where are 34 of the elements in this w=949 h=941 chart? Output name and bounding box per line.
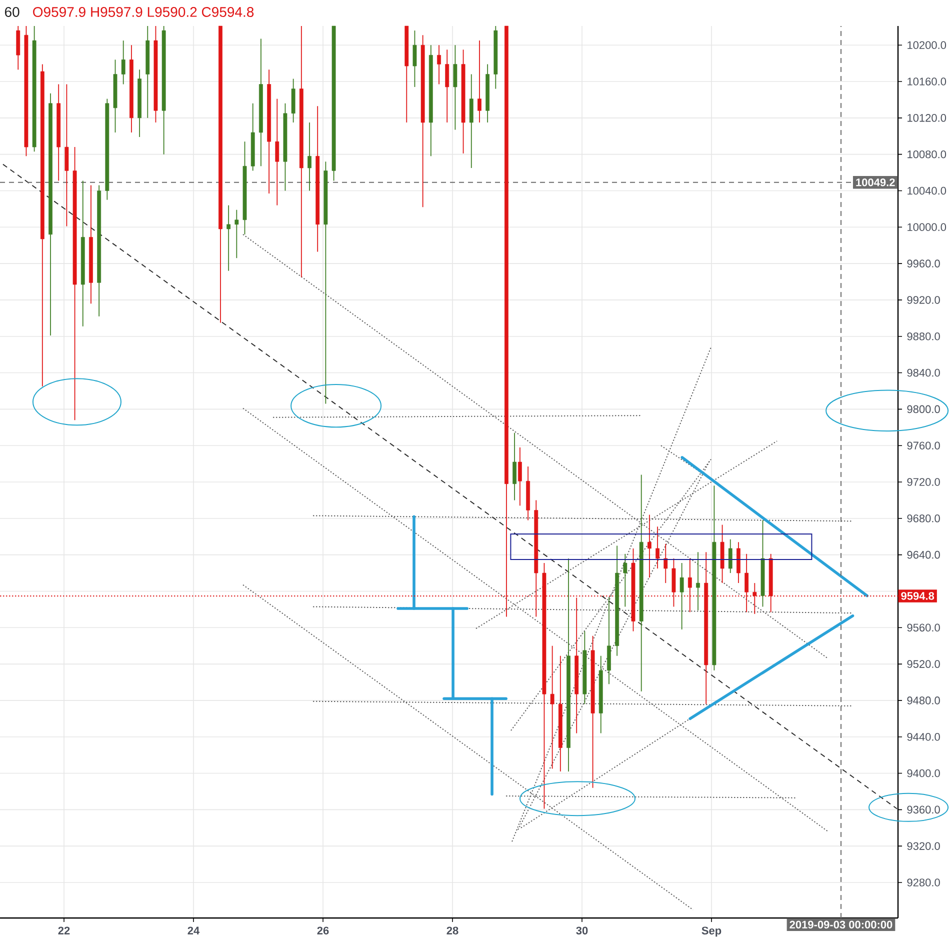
y-tick-label: 9520.0 (907, 660, 940, 668)
y-tick-label: 10080.0 (908, 150, 946, 158)
y-tick-label: 9920.0 (907, 296, 940, 304)
y-tick-label: 9720.0 (907, 478, 940, 486)
y-tick-label: 10040.0 (908, 186, 946, 195)
y-tick-label: 9840.0 (907, 368, 940, 377)
y-tick-label: 10200.0 (908, 41, 946, 49)
x-tick-label: 30 (576, 926, 588, 935)
chart-title: 60 (4, 7, 20, 17)
y-tick-label: 9480.0 (907, 696, 940, 704)
x-tick-label: 26 (317, 926, 329, 934)
y-tick-label: 10160.0 (908, 78, 946, 86)
y-tick-label: 9640.0 (907, 550, 940, 559)
y-tick-label: 9880.0 (907, 332, 940, 340)
y-tick-label: 9680.0 (907, 514, 940, 522)
y-tick-label: 9800.0 (907, 405, 940, 414)
ref-line-label: 9594.8 (901, 592, 934, 600)
x-tick-label: 24 (188, 926, 200, 934)
y-tick-label: 9760.0 (907, 442, 940, 450)
x-tick-label: Sep (702, 926, 722, 937)
x-tick-label: 22 (58, 926, 70, 934)
y-tick-label: 9400.0 (907, 769, 940, 778)
ref-line-label: 2019-09-03 00:00:00 (790, 920, 892, 929)
y-tick-label: 9960.0 (907, 260, 940, 268)
y-tick-label: 9360.0 (907, 806, 940, 814)
y-tick-label: 9440.0 (907, 732, 940, 741)
y-tick-label: 9560.0 (907, 624, 940, 632)
y-tick-label: 10120.0 (908, 114, 946, 122)
chart-subtitle: O9597.9 H9597.9 L9590.2 C9594.8 (33, 7, 254, 17)
y-tick-label: 9280.0 (907, 878, 940, 886)
ref-line-label: 10049.2 (856, 178, 895, 186)
x-tick-label: 28 (446, 926, 458, 934)
y-tick-label: 9320.0 (907, 842, 940, 850)
y-tick-label: 10000.0 (908, 223, 946, 232)
